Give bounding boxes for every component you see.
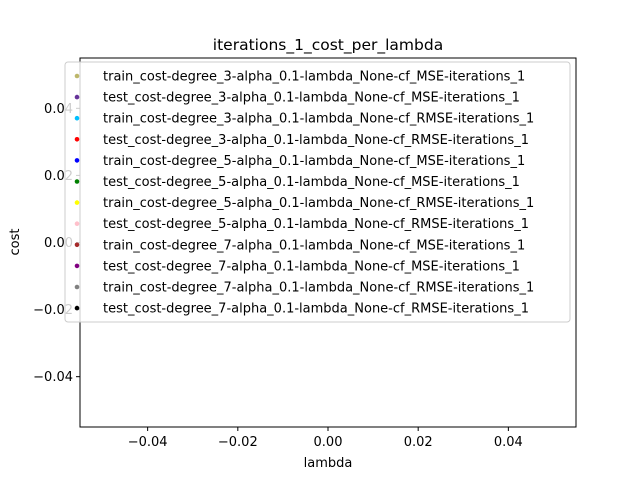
legend-marker: [74, 284, 80, 290]
legend-label: test_cost-degree_3-alpha_0.1-lambda_None…: [103, 91, 520, 106]
legend-frame: [64, 61, 571, 323]
legend-label: test_cost-degree_5-alpha_0.1-lambda_None…: [103, 175, 520, 190]
legend-marker: [74, 242, 80, 248]
legend-label: train_cost-degree_3-alpha_0.1-lambda_Non…: [103, 70, 525, 85]
legend: train_cost-degree_3-alpha_0.1-lambda_Non…: [64, 61, 571, 323]
y-tick-label: −0.04: [33, 370, 73, 385]
legend-marker: [74, 263, 80, 269]
legend-label: test_cost-degree_7-alpha_0.1-lambda_None…: [103, 302, 529, 317]
x-tick-label: 0.04: [494, 435, 523, 450]
legend-marker: [74, 158, 80, 163]
legend-entry: train_cost-degree_7-alpha_0.1-lambda_Non…: [74, 281, 534, 296]
legend-label: test_cost-degree_3-alpha_0.1-lambda_None…: [103, 133, 529, 148]
legend-entry: test_cost-degree_3-alpha_0.1-lambda_None…: [74, 91, 520, 106]
legend-entry: test_cost-degree_5-alpha_0.1-lambda_None…: [74, 175, 520, 190]
legend-marker: [74, 305, 80, 311]
legend-entry: train_cost-degree_7-alpha_0.1-lambda_Non…: [74, 238, 525, 253]
legend-label: test_cost-degree_5-alpha_0.1-lambda_None…: [103, 217, 529, 232]
legend-entry: train_cost-degree_3-alpha_0.1-lambda_Non…: [74, 112, 534, 127]
legend-entry: test_cost-degree_7-alpha_0.1-lambda_None…: [74, 302, 529, 317]
legend-entry: train_cost-degree_5-alpha_0.1-lambda_Non…: [74, 154, 525, 169]
y-tick-label: −0.02: [33, 303, 73, 318]
legend-marker: [74, 73, 80, 79]
legend-entry: test_cost-degree_3-alpha_0.1-lambda_None…: [74, 133, 529, 148]
x-axis-title: lambda: [304, 456, 353, 471]
legend-entry: test_cost-degree_7-alpha_0.1-lambda_None…: [74, 259, 520, 274]
legend-entry: test_cost-degree_5-alpha_0.1-lambda_None…: [74, 217, 529, 232]
legend-marker: [74, 115, 80, 121]
legend-label: train_cost-degree_7-alpha_0.1-lambda_Non…: [103, 281, 534, 296]
legend-marker: [74, 200, 80, 205]
legend-label: test_cost-degree_7-alpha_0.1-lambda_None…: [103, 259, 520, 274]
legend-label: train_cost-degree_5-alpha_0.1-lambda_Non…: [103, 154, 525, 169]
legend-marker: [74, 179, 80, 184]
legend-label: train_cost-degree_7-alpha_0.1-lambda_Non…: [103, 238, 525, 253]
legend-label: train_cost-degree_3-alpha_0.1-lambda_Non…: [103, 112, 534, 127]
legend-marker: [74, 94, 80, 100]
x-tick-label: −0.02: [218, 435, 258, 450]
legend-marker: [74, 137, 80, 142]
x-axis: −0.04 −0.02 0.00 0.02 0.04: [128, 427, 523, 450]
x-tick-label: 0.00: [314, 435, 343, 450]
x-tick-label: −0.04: [128, 435, 168, 450]
legend-marker: [74, 221, 80, 226]
y-axis-title: cost: [8, 229, 23, 256]
legend-entry: train_cost-degree_3-alpha_0.1-lambda_Non…: [74, 70, 525, 85]
chart-title: iterations_1_cost_per_lambda: [213, 36, 443, 55]
legend-label: train_cost-degree_5-alpha_0.1-lambda_Non…: [103, 196, 534, 211]
x-tick-label: 0.02: [404, 435, 433, 450]
legend-entry: train_cost-degree_5-alpha_0.1-lambda_Non…: [74, 196, 534, 211]
